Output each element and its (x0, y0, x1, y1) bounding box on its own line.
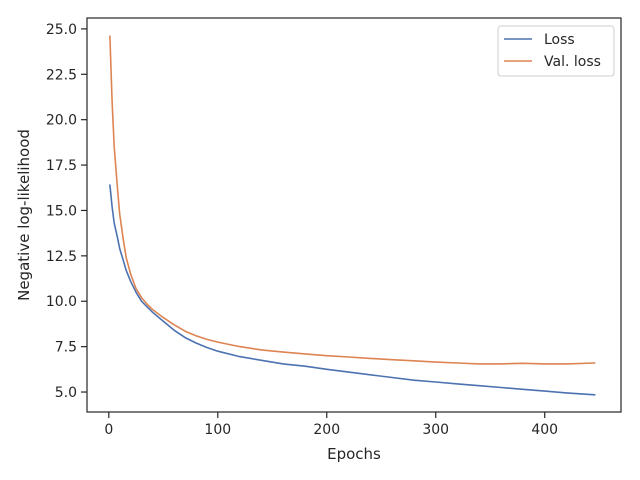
x-axis-label: Epochs (327, 445, 381, 463)
y-tick-label: 22.5 (46, 67, 77, 83)
x-tick-label: 200 (313, 422, 340, 438)
y-tick-label: 17.5 (46, 158, 77, 174)
x-tick-label: 100 (204, 422, 231, 438)
y-tick-label: 10.0 (46, 294, 77, 310)
x-tick-label: 300 (422, 422, 449, 438)
x-tick-label: 400 (531, 422, 558, 438)
y-axis-ticks: 5.0 7.5 10.0 12.5 15.0 17.5 20.0 22.5 25.0 (46, 22, 87, 401)
y-tick-label: 25.0 (46, 22, 77, 38)
x-axis-ticks: 0 100 200 300 400 (104, 412, 558, 438)
y-axis-label: Negative log-likelihood (15, 129, 33, 301)
legend: Loss Val. loss (497, 25, 615, 77)
y-tick-label: 5.0 (55, 385, 77, 401)
plot-frame (86, 17, 622, 413)
series-layer (109, 35, 596, 396)
series-line-loss (109, 184, 596, 396)
y-tick-label: 7.5 (55, 340, 77, 356)
series-line-val-loss (109, 35, 596, 365)
legend-label: Loss (544, 32, 575, 48)
x-tick-label: 0 (104, 422, 113, 438)
y-tick-label: 15.0 (46, 203, 77, 219)
y-tick-label: 20.0 (46, 113, 77, 129)
y-tick-label: 12.5 (46, 249, 77, 265)
legend-label: Val. loss (544, 54, 601, 70)
